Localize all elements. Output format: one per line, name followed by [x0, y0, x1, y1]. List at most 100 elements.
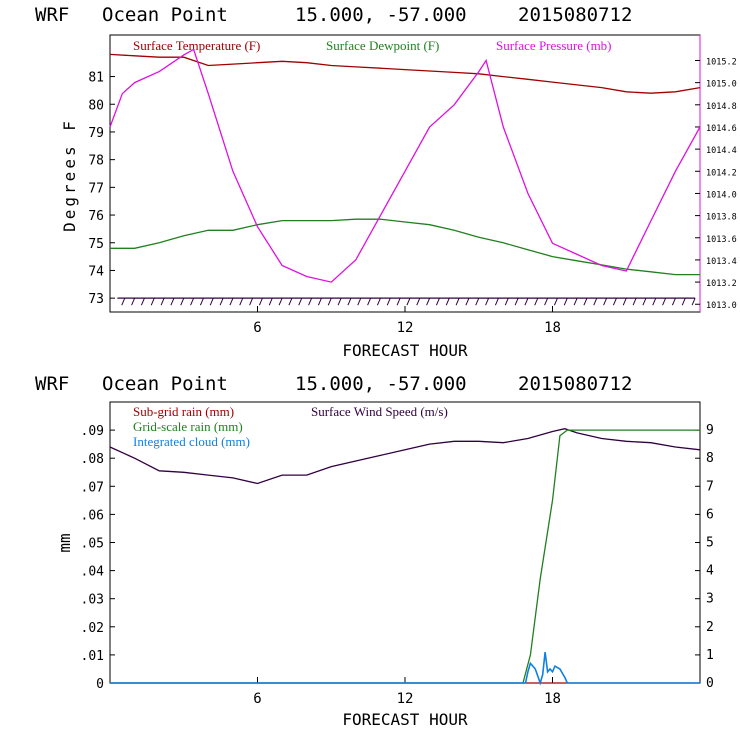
left-tick-label: 81 [88, 71, 104, 86]
wind-barb [367, 297, 372, 306]
wind-barb [327, 297, 332, 306]
x-tick-label: 18 [544, 691, 561, 707]
bottom-ylabel: mm [55, 533, 74, 552]
top-plot-frame [109, 34, 701, 313]
right-tick-label: 1014.8 [706, 102, 737, 112]
wind-barb [386, 297, 391, 306]
top-title-location: Ocean Point [102, 4, 228, 26]
surface-dewpoint-line [110, 218, 700, 276]
left-tick-label: .08 [81, 452, 104, 467]
left-tick-label: .03 [81, 593, 104, 608]
wind-barb [494, 297, 499, 306]
bottom-left-ticks: 0 .01 .02 .03 .04 .05 .06 .07 .08 .09 [81, 424, 115, 692]
legend-surface-dewpoint: Surface Dewpoint (F) [326, 38, 439, 53]
left-tick-label: .02 [81, 621, 104, 636]
legend-surface-temperature: Surface Temperature (F) [133, 38, 260, 53]
wind-barb [347, 297, 352, 306]
wind-barb [288, 297, 293, 306]
wind-barb [317, 297, 322, 306]
wind-barb [632, 297, 637, 306]
bottom-title-model: WRF [35, 373, 69, 395]
x-tick-label: 18 [544, 320, 561, 336]
left-tick-label: .06 [81, 508, 104, 523]
top-xlabel: FORECAST HOUR [342, 341, 468, 360]
top-chart: WRF Ocean Point 15.000, -57.000 20150807… [35, 4, 737, 360]
wind-barb [573, 297, 578, 306]
right-tick-label: 1013.4 [706, 257, 737, 267]
wind-barb [249, 297, 254, 306]
right-tick-label: 5 [706, 536, 714, 551]
wind-barb [563, 297, 568, 306]
left-tick-label: 0 [96, 677, 104, 692]
wind-barb [209, 297, 214, 306]
wind-barb [544, 297, 549, 306]
x-tick-label: 6 [253, 691, 261, 707]
right-tick-label: 1 [706, 648, 714, 663]
top-title-model: WRF [35, 4, 69, 26]
left-tick-label: 78 [88, 154, 104, 169]
wind-barb [671, 297, 676, 306]
wind-barb [465, 297, 470, 306]
top-left-ticks: 73 74 75 76 77 78 79 80 81 [88, 71, 115, 307]
top-ylabel: Degrees F [60, 118, 79, 232]
wind-barb [258, 297, 263, 306]
right-tick-label: 1013.0 [706, 301, 737, 311]
wind-barb [160, 297, 165, 306]
legend-surface-pressure: Surface Pressure (mb) [496, 38, 612, 53]
wind-barb [426, 297, 431, 306]
bottom-chart: WRF Ocean Point 15.000, -57.000 20150807… [35, 373, 714, 729]
x-tick-label: 12 [397, 320, 414, 336]
wind-barb [681, 297, 686, 306]
wind-barb [662, 297, 667, 306]
wind-barb [150, 297, 155, 306]
left-tick-label: 77 [88, 181, 104, 196]
integrated-cloud-line [110, 651, 700, 686]
bottom-title-location: Ocean Point [102, 373, 228, 395]
right-tick-label: 1014.2 [706, 168, 737, 178]
wind-barb [475, 297, 480, 306]
wind-barb [612, 297, 617, 306]
wind-barb [485, 297, 490, 306]
legend-integrated-cloud: Integrated cloud (mm) [133, 434, 250, 449]
wind-barb [603, 297, 608, 306]
wind-barb [534, 297, 539, 306]
wind-barb [180, 297, 185, 306]
left-tick-label: .01 [81, 649, 104, 664]
wind-barb [455, 297, 460, 306]
legend-subgrid-rain: Sub-grid rain (mm) [133, 404, 234, 419]
wind-barb [229, 297, 234, 306]
wind-barb [357, 297, 362, 306]
left-tick-label: 79 [88, 126, 104, 141]
top-title-init: 2015080712 [518, 4, 632, 26]
surface-wind-speed-line [109, 428, 701, 485]
wind-barb [691, 297, 696, 306]
left-tick-label: 73 [88, 292, 104, 307]
wind-barb [435, 297, 440, 306]
wind-barb [308, 297, 313, 306]
right-tick-label: 1014.0 [706, 190, 737, 200]
legend-surface-wind-speed: Surface Wind Speed (m/s) [311, 404, 448, 419]
wind-barb [239, 297, 244, 306]
top-title-coords: 15.000, -57.000 [295, 4, 467, 26]
right-tick-label: 8 [706, 451, 714, 466]
wind-barb [416, 297, 421, 306]
right-tick-label: 1013.2 [706, 279, 737, 289]
wind-barb [140, 297, 145, 306]
x-tick-label: 6 [253, 320, 261, 336]
bottom-title-init: 2015080712 [518, 373, 632, 395]
wind-barb [642, 297, 647, 306]
right-tick-label: 1015.2 [706, 57, 737, 67]
wind-barb [445, 297, 450, 306]
wind-barb [219, 297, 224, 306]
left-tick-label: .05 [81, 537, 104, 552]
wind-barb [190, 297, 195, 306]
right-tick-label: 2 [706, 620, 714, 635]
wind-barb [514, 297, 519, 306]
top-right-ticks: 1013.0 1013.2 1013.4 1013.6 1013.8 1014.0 1014… [695, 57, 737, 311]
bottom-right-ticks: 0 1 2 3 4 5 6 7 8 9 [695, 423, 714, 691]
wind-barb [396, 297, 401, 306]
wind-barbs [117, 297, 696, 306]
right-tick-label: 7 [706, 479, 714, 494]
wind-barb [622, 297, 627, 306]
right-tick-label: 1014.4 [706, 146, 737, 156]
